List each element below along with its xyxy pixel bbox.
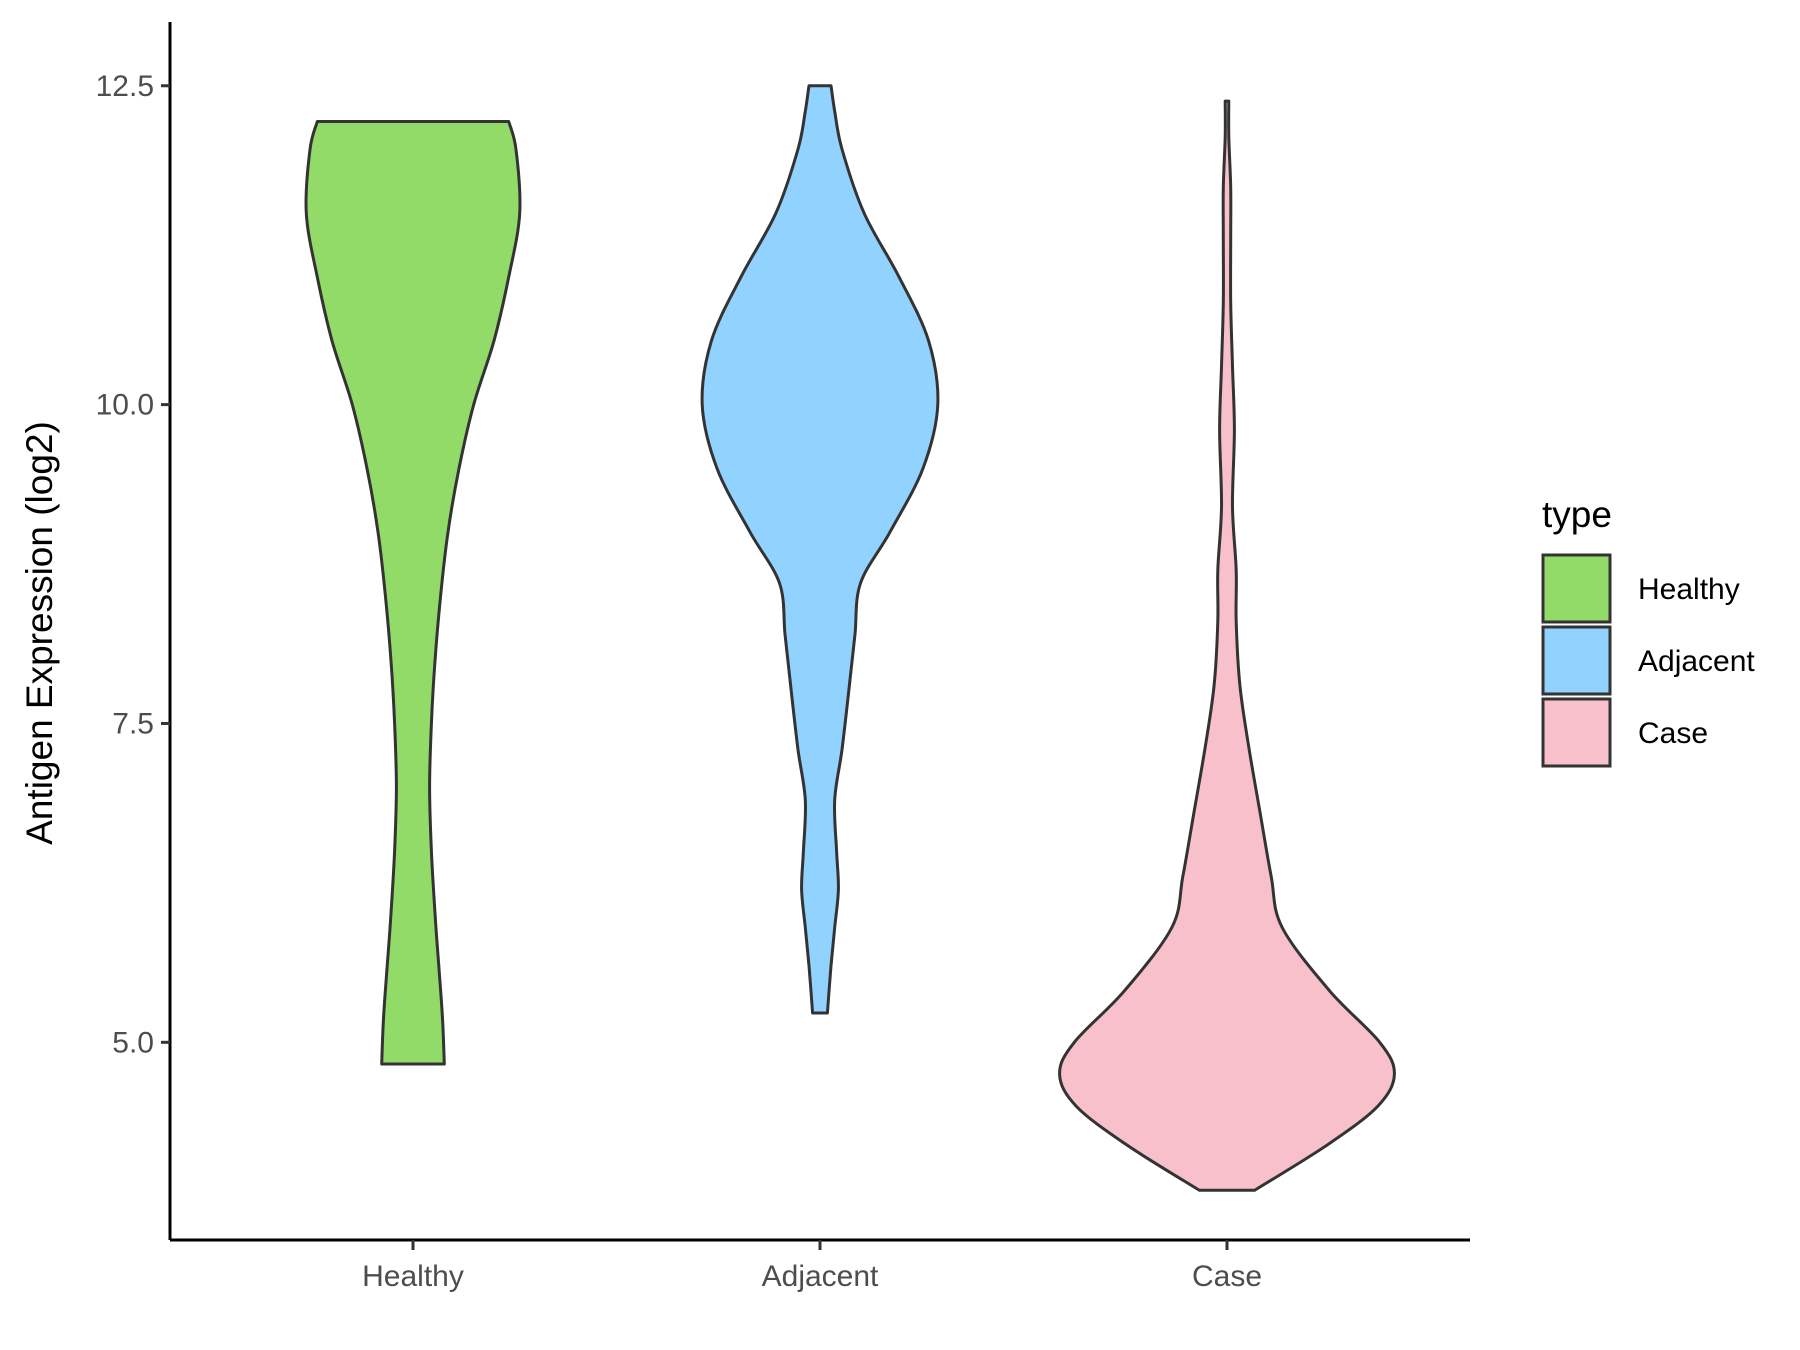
legend-title: type bbox=[1542, 494, 1612, 535]
y-axis-title: Antigen Expression (log2) bbox=[19, 421, 60, 845]
x-tick-label-healthy: Healthy bbox=[362, 1260, 464, 1293]
x-tick-label-adjacent: Adjacent bbox=[762, 1260, 879, 1293]
y-tick-label: 12.5 bbox=[96, 70, 154, 103]
legend-swatch-adjacent bbox=[1541, 625, 1612, 696]
x-axis-ticks: Healthy Adjacent Case bbox=[362, 1240, 1262, 1293]
y-axis-ticks: 5.0 7.5 10.0 12.5 bbox=[96, 70, 170, 1059]
violin-layer bbox=[304, 84, 1396, 1192]
legend-entries: Healthy Adjacent Case bbox=[1541, 553, 1755, 768]
y-tick-label: 5.0 bbox=[112, 1026, 154, 1059]
violin-adjacent bbox=[700, 84, 940, 1015]
legend-label-case: Case bbox=[1638, 717, 1708, 750]
legend-label-healthy: Healthy bbox=[1638, 573, 1740, 606]
legend: type Healthy Adjacent Case bbox=[1541, 494, 1755, 768]
legend-swatch-case bbox=[1541, 697, 1612, 768]
y-tick-label: 7.5 bbox=[112, 707, 154, 740]
y-tick-label: 10.0 bbox=[96, 389, 154, 422]
violin-healthy bbox=[304, 120, 522, 1066]
x-tick-label-case: Case bbox=[1192, 1260, 1262, 1293]
violin-case bbox=[1058, 99, 1396, 1192]
legend-swatch-healthy bbox=[1541, 553, 1612, 624]
legend-label-adjacent: Adjacent bbox=[1638, 645, 1755, 678]
